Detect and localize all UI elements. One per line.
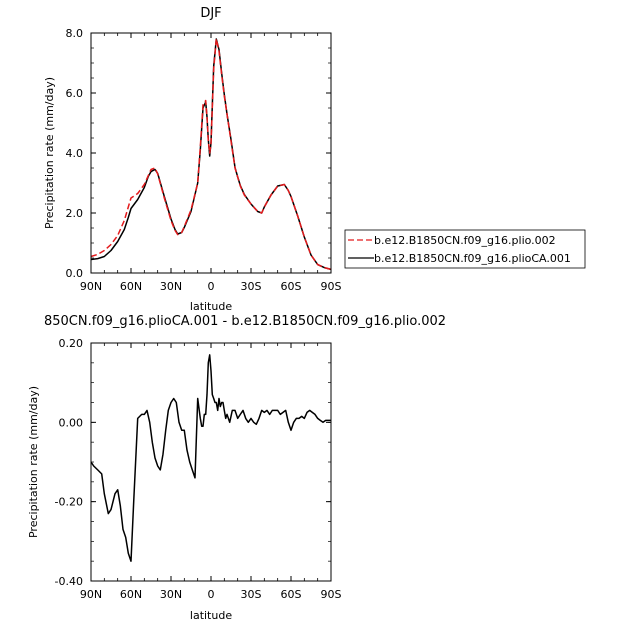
chart-bottom-xlabel: latitude [190, 609, 232, 622]
chart-bottom: 850CN.f09_g16.plioCA.001 - b.e12.B1850CN… [27, 314, 446, 622]
y-tick-label: 0.00 [59, 416, 84, 429]
legend-box [344, 229, 586, 269]
x-tick-label: 60N [120, 280, 142, 293]
chart-bottom-ylabel: Precipitation rate (mm/day) [27, 386, 40, 538]
y-tick-label: -0.20 [55, 496, 83, 509]
chart-top-axes: 90N 60N 30N 0 30S 60S 90S 0.0 2.0 4.0 6.0 8.0 [66, 27, 342, 293]
x-tick-label: 0 [208, 280, 215, 293]
x-tick-label: 90S [321, 280, 342, 293]
chart-bottom-title: 850CN.f09_g16.plioCA.001 - b.e12.B1850CN… [44, 314, 446, 329]
x-tick-label: 30N [160, 588, 182, 601]
x-tick-label: 30N [160, 280, 182, 293]
chart-top-xlabel: latitude [190, 300, 232, 313]
legend: b.e12.B1850CN.f09_g16.plio.002 b.e12.B18… [344, 229, 586, 269]
x-tick-label: 90S [321, 588, 342, 601]
x-tick-label: 30S [241, 588, 262, 601]
chart-bottom-series-group [90, 354, 331, 562]
y-tick-label: 2.0 [66, 207, 84, 220]
chart-top-frame [90, 32, 332, 274]
y-tick-label: -0.40 [55, 575, 83, 588]
x-tick-label: 60N [120, 588, 142, 601]
chart-top-series-group [90, 38, 332, 271]
x-tick-label: 30S [241, 280, 262, 293]
series-line-1 [90, 38, 332, 271]
y-tick-label: 6.0 [66, 87, 84, 100]
legend-label-series-2: b.e12.B1850CN.f09_g16.plioCA.001 [374, 252, 571, 265]
chart-top: DJF 90N 60N 30N 0 30S 60S 90S 0.0 2.0 4.0 6.0 8.0 l… [43, 6, 342, 313]
x-tick-label: 0 [208, 588, 215, 601]
chart-top-title: DJF [200, 6, 221, 21]
chart-bottom-frame [90, 342, 332, 582]
y-tick-label: 4.0 [66, 147, 84, 160]
series-line-2 [90, 38, 332, 271]
series-line-1 [90, 354, 331, 562]
x-tick-label: 60S [281, 280, 302, 293]
y-tick-label: 0.20 [59, 337, 84, 350]
x-tick-label: 90N [80, 588, 102, 601]
x-tick-label: 90N [80, 280, 102, 293]
chart-top-ylabel: Precipitation rate (mm/day) [43, 77, 56, 229]
x-tick-label: 60S [281, 588, 302, 601]
y-tick-label: 8.0 [66, 27, 84, 40]
legend-label-series-1: b.e12.B1850CN.f09_g16.plio.002 [374, 234, 556, 247]
y-tick-label: 0.0 [66, 267, 84, 280]
